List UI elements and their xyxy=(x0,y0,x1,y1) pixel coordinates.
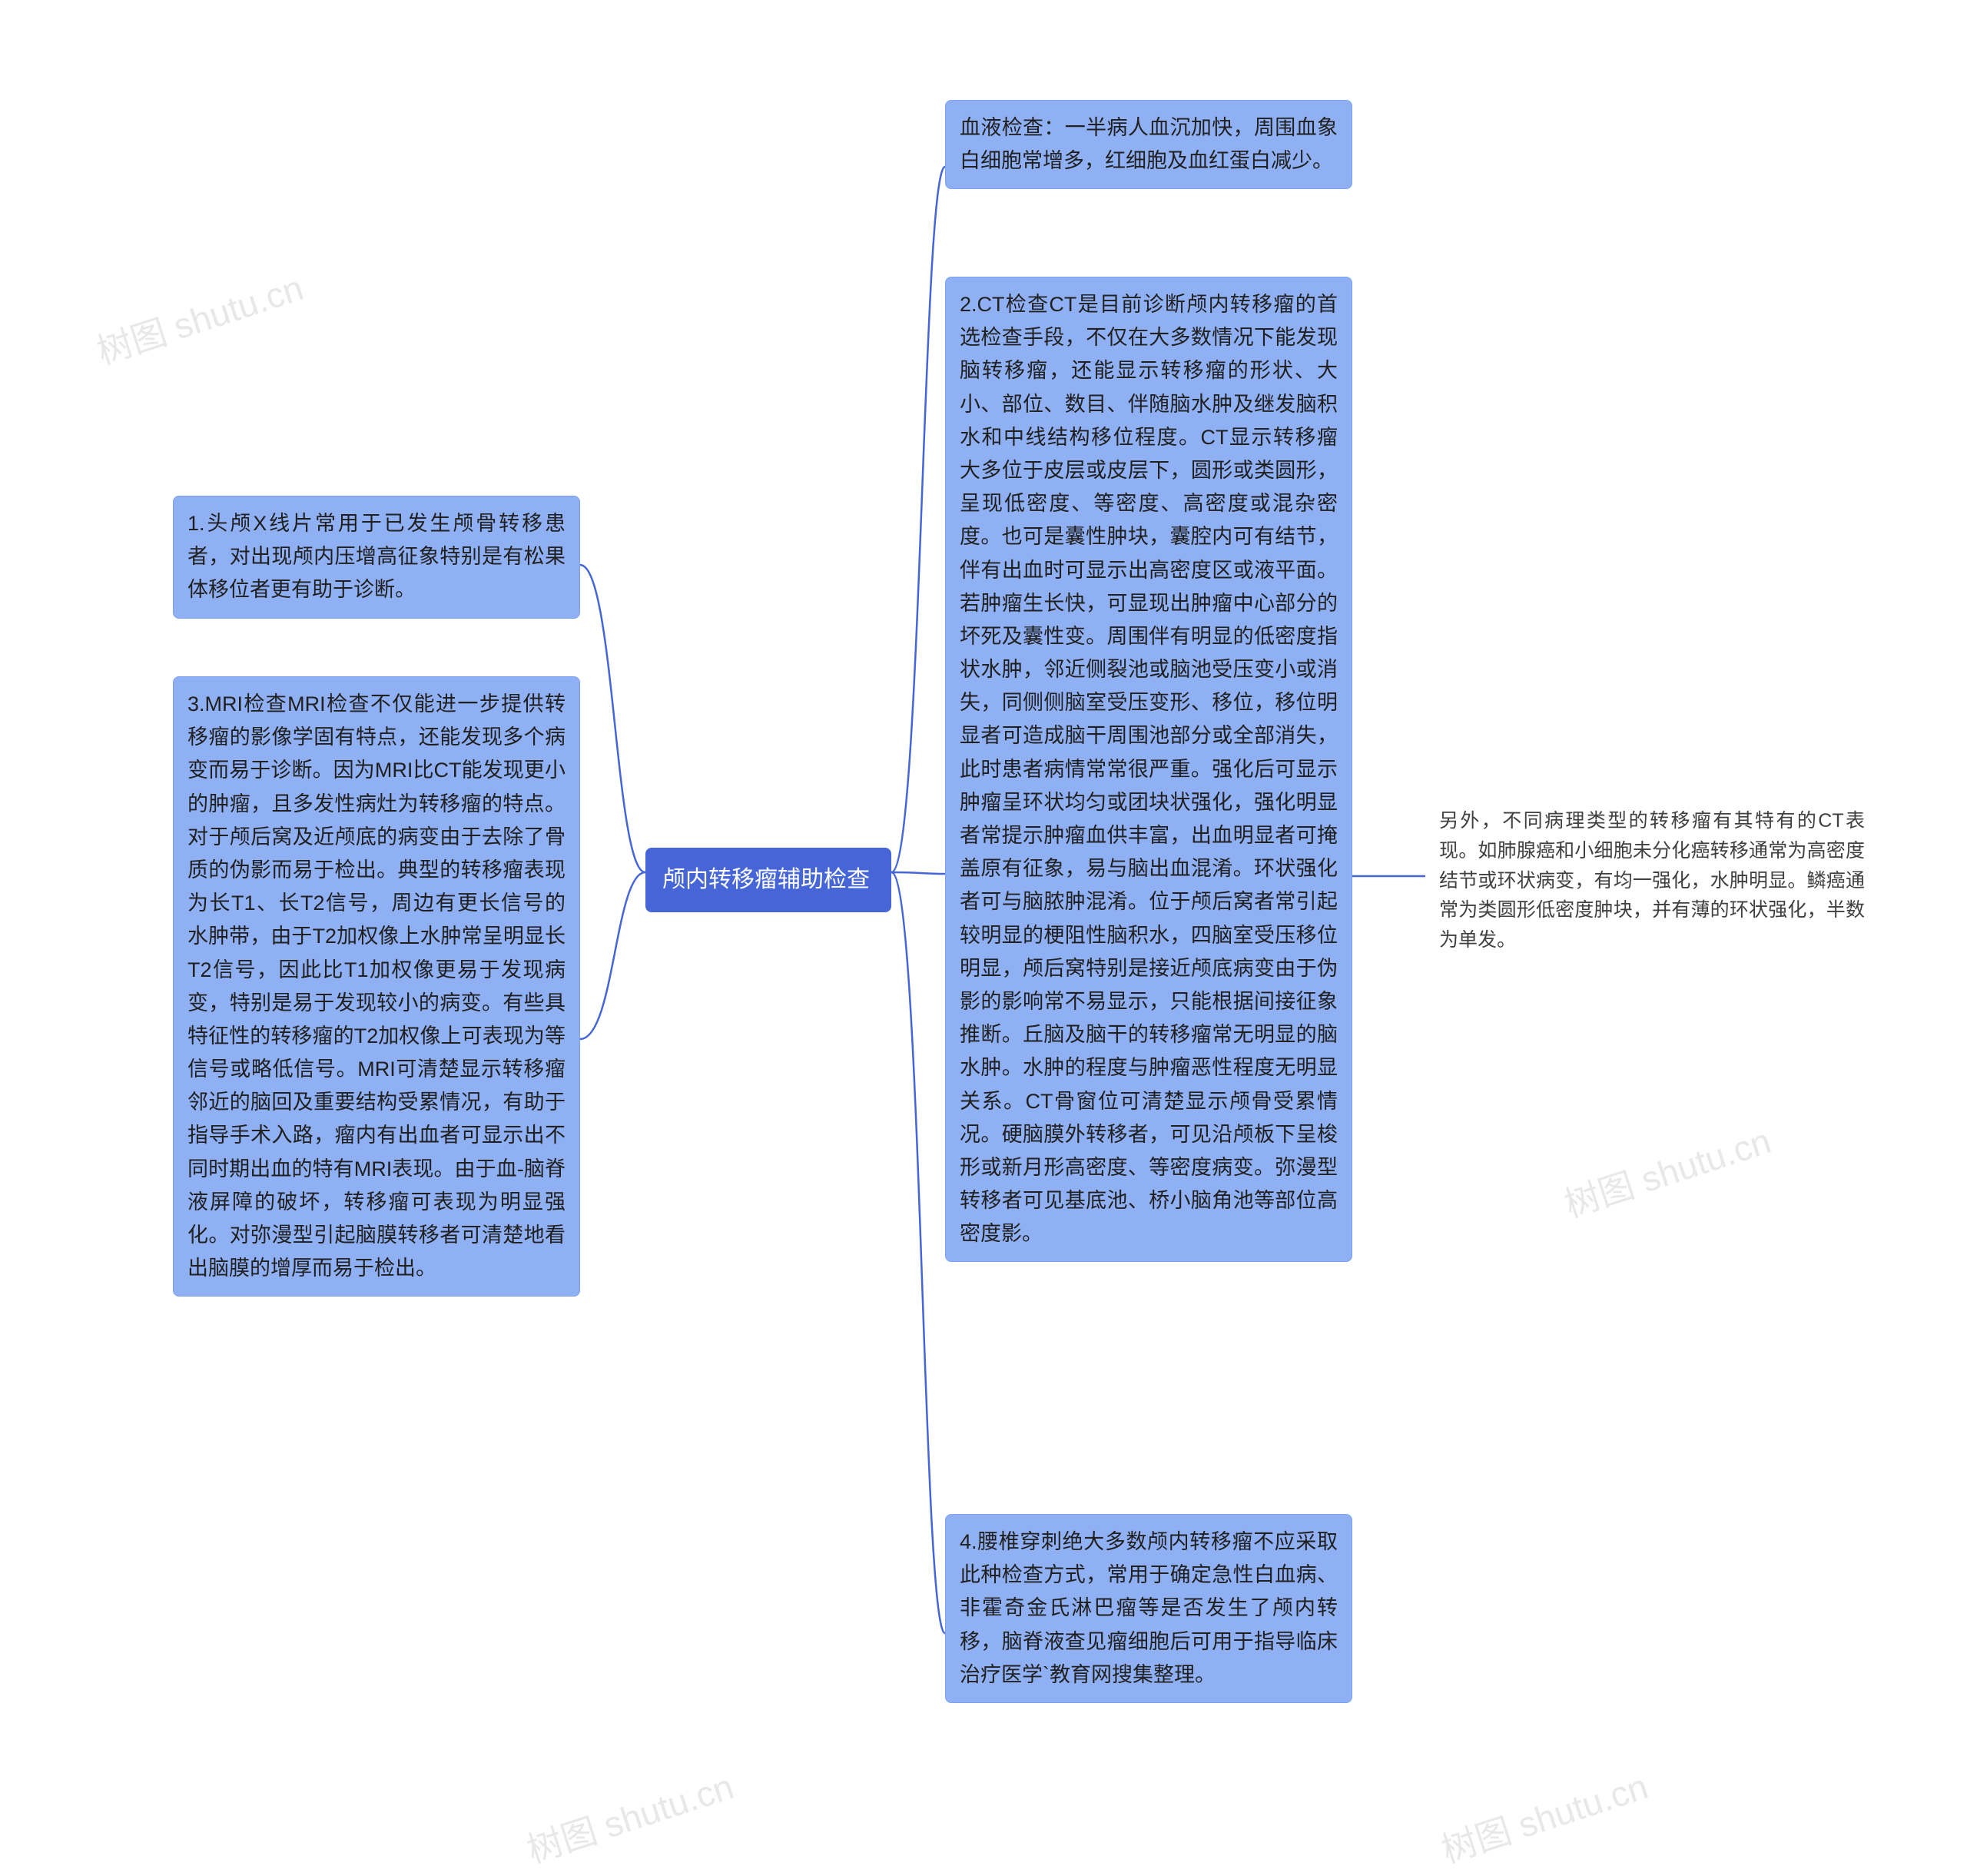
branch-node-l2: 3.MRI检查MRI检查不仅能进一步提供转移瘤的影像学固有特点，还能发现多个病变… xyxy=(173,676,580,1297)
watermark: 树图 shutu.cn xyxy=(1557,1114,1776,1228)
connector xyxy=(891,872,945,874)
watermark: 树图 shutu.cn xyxy=(1435,1759,1654,1874)
branch-node-r3: 4.腰椎穿刺绝大多数颅内转移瘤不应采取此种检查方式，常用于确定急性白血病、非霍奇… xyxy=(945,1514,1352,1703)
root-node: 颅内转移瘤辅助检查 xyxy=(645,848,891,912)
branch-node-r1: 血液检查：一半病人血沉加快，周围血象白细胞常增多，红细胞及血红蛋白减少。 xyxy=(945,100,1352,189)
connector xyxy=(580,565,645,872)
connector xyxy=(891,167,945,872)
mindmap-diagram: 树图 shutu.cn 树图 shutu.cn 树图 shutu.cn 树图 s… xyxy=(0,0,1967,1876)
watermark: 树图 shutu.cn xyxy=(90,261,309,375)
branch-node-r2: 2.CT检查CT是目前诊断颅内转移瘤的首选检查手段，不仅在大多数情况下能发现脑转… xyxy=(945,277,1352,1262)
leaf-node-r2a: 另外，不同病理类型的转移瘤有其特有的CT表现。如肺腺癌和小细胞未分化癌转移通常为… xyxy=(1425,795,1879,966)
connector xyxy=(580,872,645,1039)
watermark: 树图 shutu.cn xyxy=(520,1759,739,1874)
branch-node-l1: 1.头颅X线片常用于已发生颅骨转移患者，对出现颅内压增高征象特别是有松果体移位者… xyxy=(173,496,580,619)
connector xyxy=(891,872,945,1633)
